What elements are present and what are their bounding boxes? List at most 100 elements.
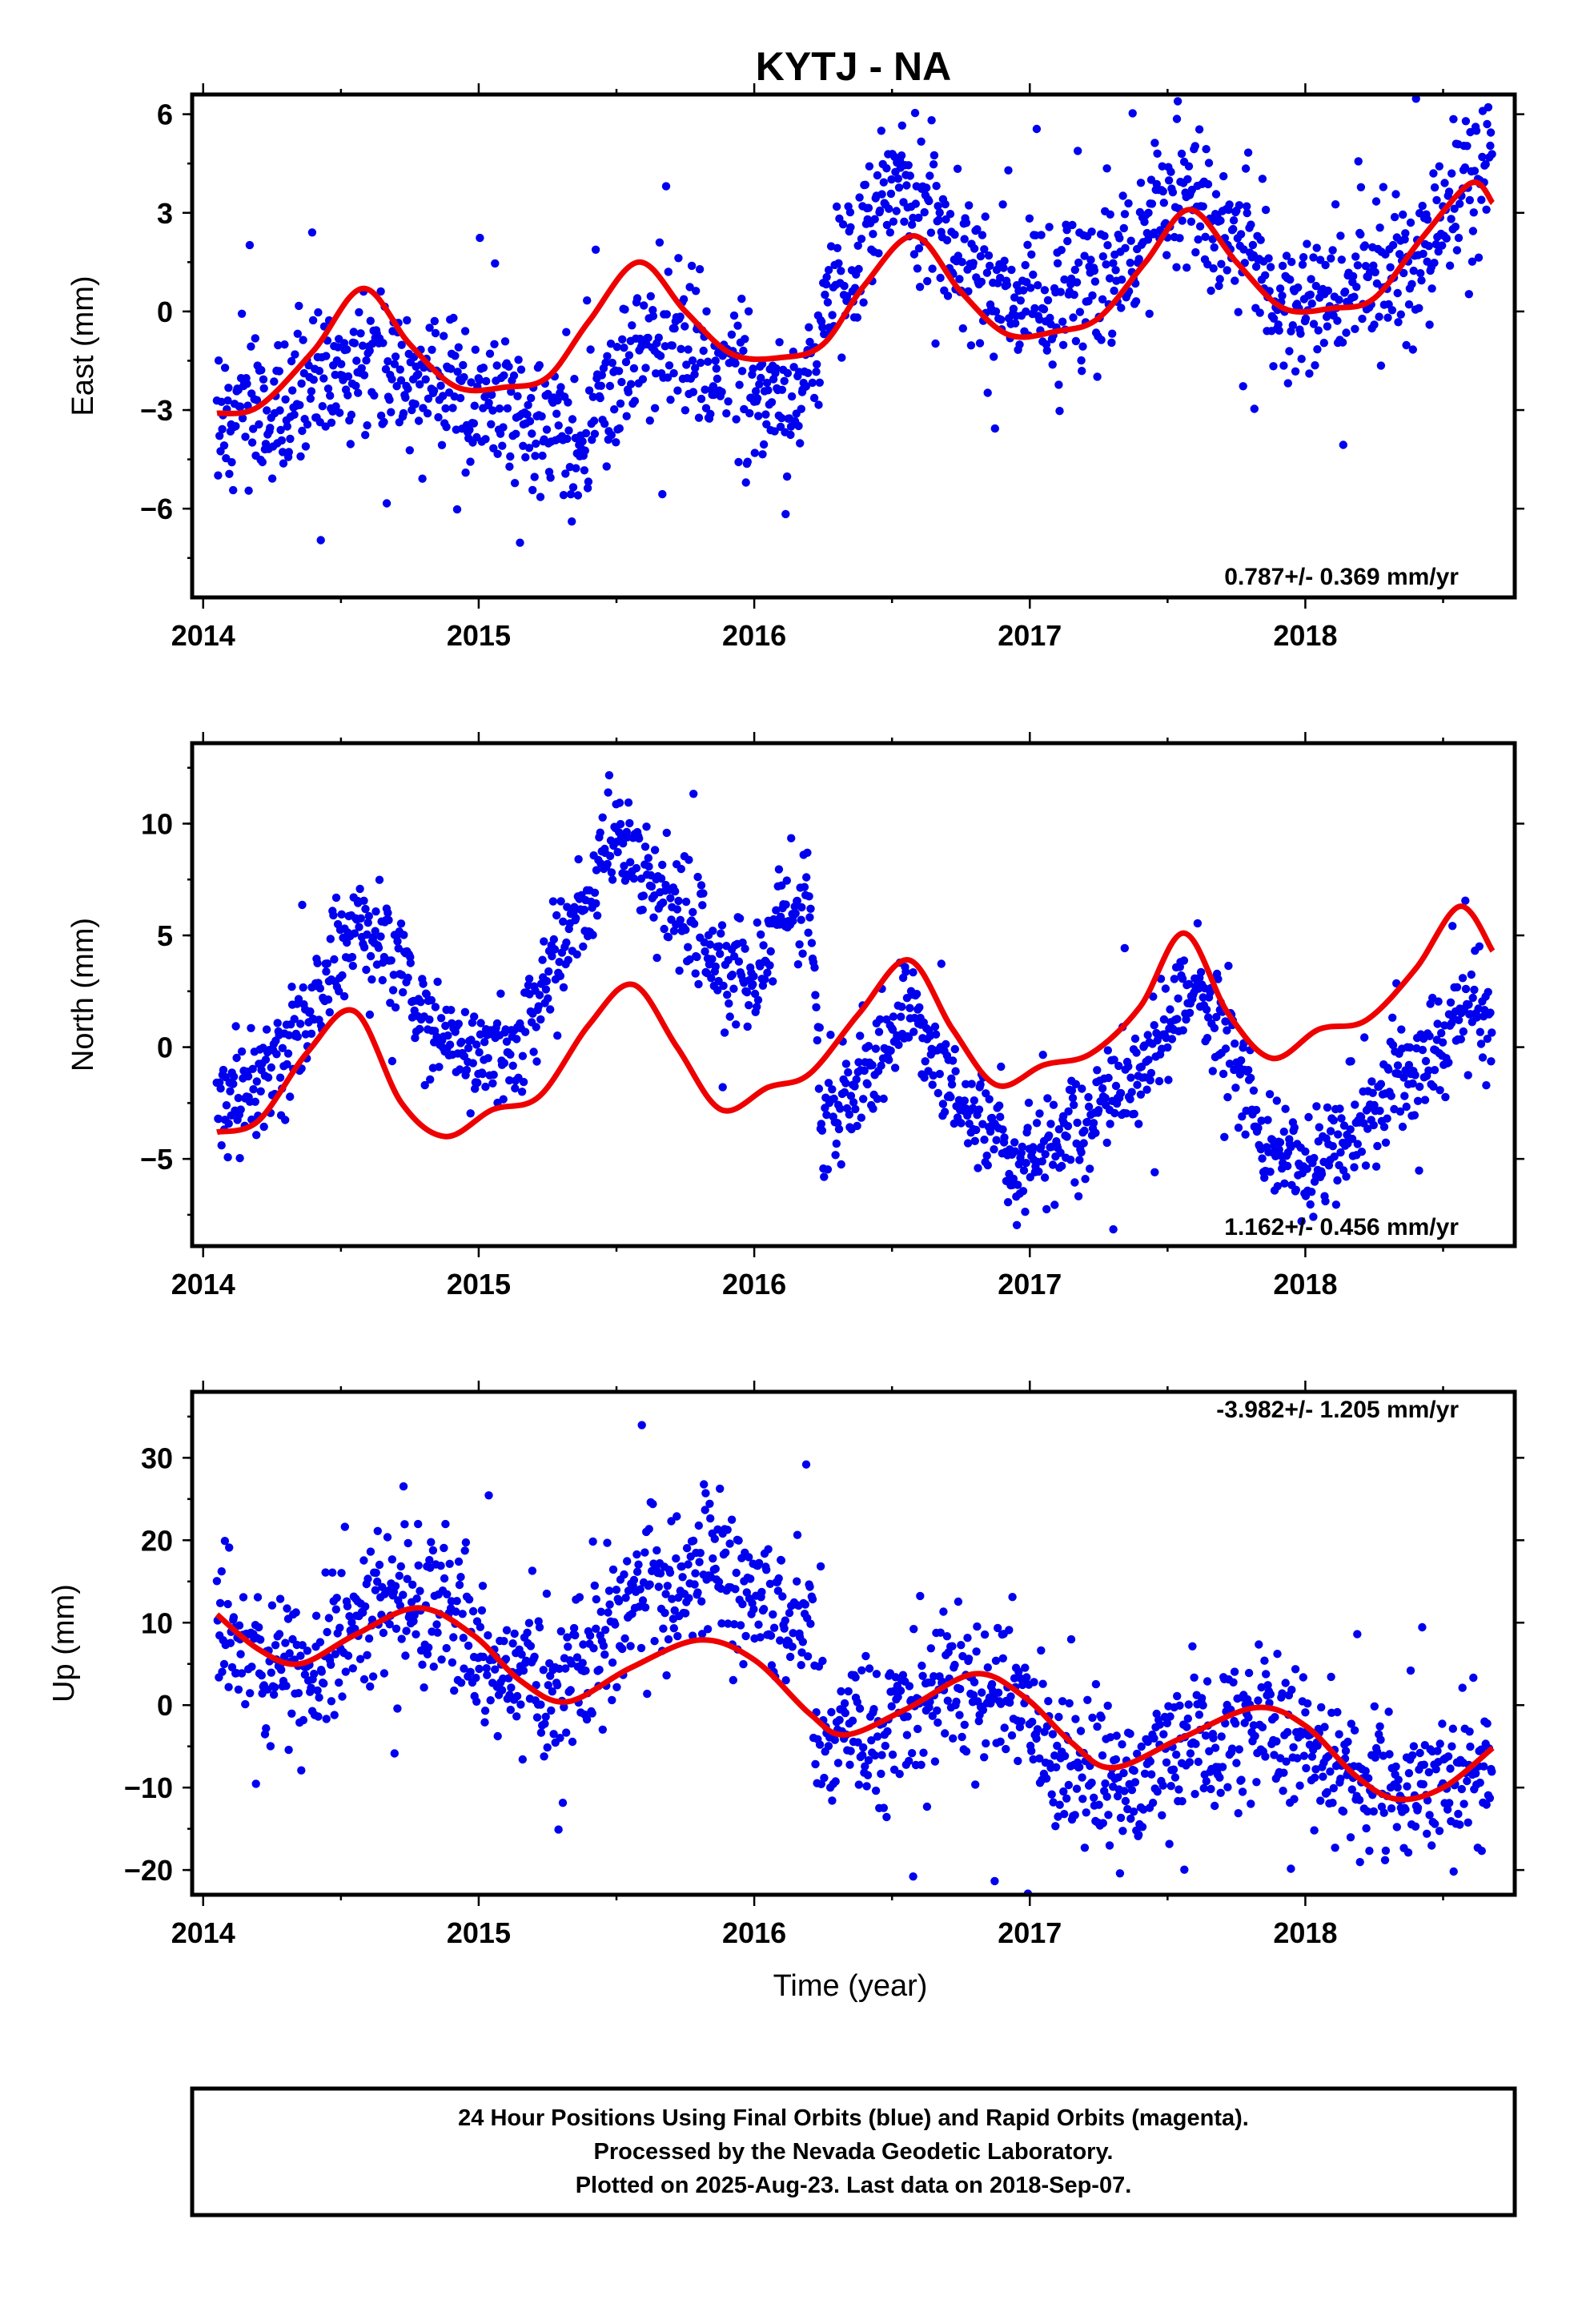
data-point: [719, 981, 728, 991]
data-point: [1234, 1124, 1243, 1132]
data-point: [497, 1686, 507, 1695]
data-point: [315, 1693, 323, 1702]
data-point: [307, 228, 317, 237]
data-point: [546, 1005, 555, 1014]
data-point: [1225, 200, 1234, 209]
data-point: [1073, 1118, 1082, 1128]
data-point: [1289, 1743, 1298, 1751]
data-point: [854, 264, 863, 274]
data-point: [694, 979, 703, 989]
data-point: [754, 1620, 763, 1629]
data-point: [541, 1712, 550, 1721]
data-point: [1161, 984, 1170, 993]
data-point: [1074, 147, 1082, 155]
data-point: [777, 881, 786, 890]
data-point: [387, 956, 396, 965]
data-point: [983, 1160, 993, 1170]
data-point: [991, 307, 1001, 316]
data-point: [1395, 250, 1404, 259]
data-point: [224, 1119, 233, 1128]
data-point: [1002, 1744, 1010, 1754]
data-point: [1288, 321, 1298, 330]
data-point: [756, 1633, 765, 1642]
data-point: [1042, 1204, 1051, 1214]
data-point: [1480, 1762, 1488, 1771]
data-point: [663, 1582, 672, 1590]
data-point: [818, 323, 827, 332]
data-point: [536, 1700, 545, 1709]
data-point: [1409, 266, 1418, 275]
data-point: [1070, 1178, 1079, 1187]
data-point: [441, 1519, 450, 1529]
data-point: [966, 341, 976, 350]
data-point: [1433, 1747, 1442, 1755]
data-point: [1185, 1008, 1195, 1018]
data-point: [1062, 1794, 1071, 1803]
data-point: [1387, 1804, 1396, 1813]
data-point: [877, 1769, 885, 1779]
data-point: [996, 273, 1005, 283]
data-point: [962, 1747, 971, 1756]
data-point: [769, 977, 777, 986]
data-point: [1007, 1731, 1017, 1740]
data-point: [1282, 251, 1291, 260]
data-point: [1035, 315, 1044, 324]
data-point: [335, 987, 343, 996]
data-point: [488, 406, 497, 415]
data-point: [352, 356, 361, 365]
data-point: [376, 287, 385, 296]
data-point: [1301, 314, 1311, 323]
data-point: [960, 1720, 970, 1729]
data-point: [1000, 1133, 1009, 1142]
data-point: [885, 1055, 893, 1064]
data-point: [1149, 992, 1158, 1001]
data-point: [1488, 1767, 1496, 1776]
data-point: [646, 292, 655, 301]
data-point: [471, 345, 480, 354]
data-point: [1162, 1719, 1172, 1727]
data-point: [877, 127, 886, 135]
data-point: [1193, 919, 1203, 928]
data-point: [1123, 1804, 1132, 1814]
data-point: [1032, 124, 1042, 134]
data-point: [960, 1096, 970, 1105]
data-point: [1039, 305, 1049, 314]
data-point: [535, 991, 544, 999]
data-point: [548, 951, 556, 961]
data-point: [706, 1514, 715, 1523]
data-point: [455, 1580, 464, 1590]
data-point: [1360, 241, 1370, 250]
data-point: [508, 1061, 517, 1071]
data-point: [897, 1012, 905, 1021]
data-point: [1329, 1116, 1339, 1125]
data-point: [425, 1555, 434, 1565]
data-point: [218, 424, 227, 434]
data-point: [1477, 1847, 1487, 1856]
data-point: [1323, 286, 1333, 296]
data-point: [713, 986, 722, 995]
data-point: [359, 896, 368, 906]
data-point: [608, 1658, 617, 1667]
data-point: [1038, 1157, 1047, 1166]
data-point: [1342, 328, 1351, 337]
data-point: [852, 1075, 861, 1084]
data-point: [339, 339, 349, 348]
data-point: [603, 1538, 612, 1547]
data-point: [1090, 266, 1099, 275]
data-point: [400, 1520, 409, 1529]
data-point: [412, 1594, 421, 1603]
data-point: [709, 382, 718, 391]
data-point: [811, 1759, 820, 1769]
data-point: [496, 429, 505, 438]
data-point: [689, 1536, 698, 1546]
data-point: [628, 321, 636, 330]
data-point: [343, 372, 353, 381]
data-point: [453, 368, 462, 376]
data-point: [1074, 258, 1083, 267]
data-point: [235, 1621, 244, 1630]
data-point: [274, 340, 283, 350]
data-point: [805, 323, 813, 332]
data-point: [645, 1580, 654, 1589]
data-point: [978, 1706, 988, 1715]
data-point: [1376, 361, 1386, 370]
